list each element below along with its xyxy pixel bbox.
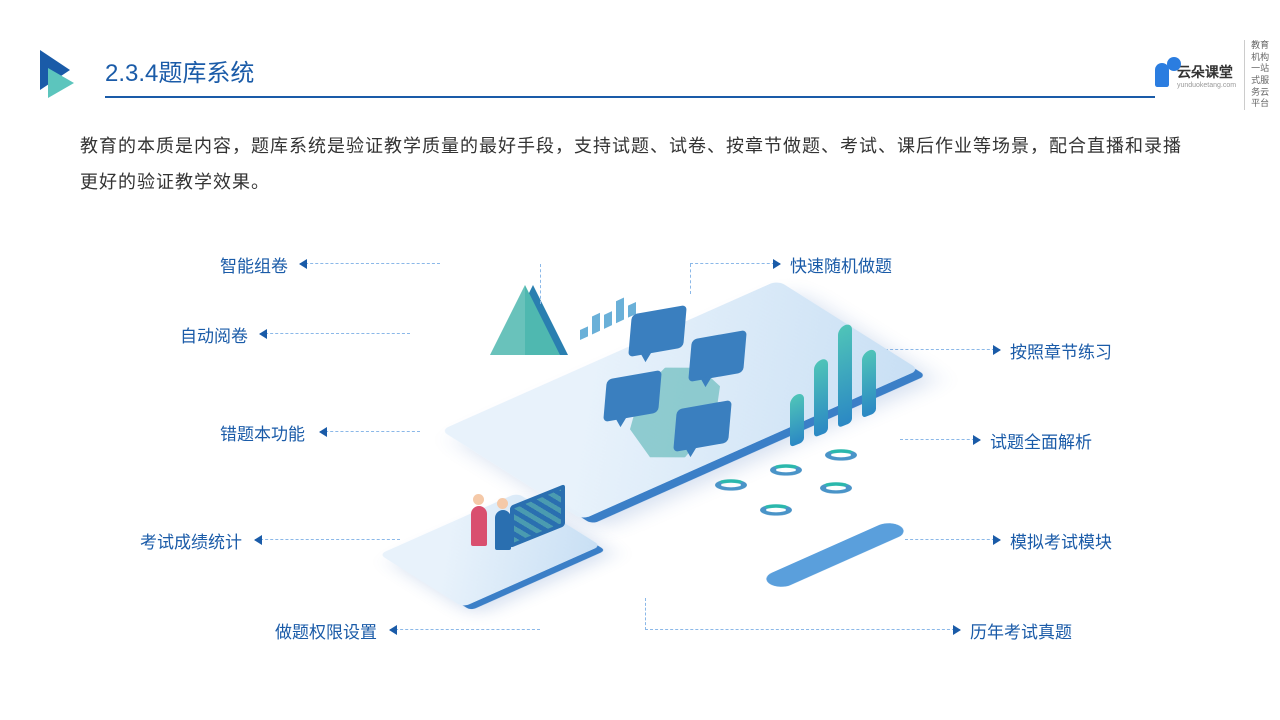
logo-sub-text: yunduoketang.com xyxy=(1177,82,1236,89)
donut-chart-icon xyxy=(715,479,747,490)
section-arrow-icon xyxy=(40,50,80,100)
connector-v xyxy=(540,264,541,304)
isometric-illustration xyxy=(380,250,920,650)
feature-label-left: 错题本功能 xyxy=(220,420,305,445)
feature-label-left: 自动阅卷 xyxy=(180,322,248,347)
feature-label-left: 智能组卷 xyxy=(220,252,288,277)
logo-main-text: 云朵课堂 xyxy=(1177,62,1236,82)
section-title-text: 题库系统 xyxy=(158,60,254,87)
cloud-icon xyxy=(1155,63,1169,87)
pill-shape xyxy=(760,520,910,590)
donut-chart-icon xyxy=(820,482,852,493)
feature-label-right: 历年考试真题 xyxy=(970,618,1072,643)
person-figure xyxy=(495,510,511,550)
connector-v xyxy=(690,264,691,294)
section-title: 2.3.4题库系统 xyxy=(105,53,1155,98)
person-figure xyxy=(471,506,487,546)
section-number: 2.3.4 xyxy=(105,60,158,87)
feature-label-right: 模拟考试模块 xyxy=(1010,528,1112,553)
feature-diagram: 智能组卷自动阅卷错题本功能考试成绩统计做题权限设置 快速随机做题按照章节练习试题… xyxy=(80,230,1200,690)
pyramid-icon xyxy=(490,285,560,355)
donut-chart-icon xyxy=(760,504,792,515)
donut-chart-icon xyxy=(825,449,857,460)
donut-chart-icon xyxy=(770,464,802,475)
logo-tagline: 教育机构一站 式服务云平台 xyxy=(1244,40,1276,110)
connector-v xyxy=(645,598,646,630)
connector-line xyxy=(255,539,400,540)
feature-label-left: 考试成绩统计 xyxy=(140,528,242,553)
people-figures xyxy=(465,488,535,560)
feature-label-left: 做题权限设置 xyxy=(275,618,377,643)
feature-label-right: 按照章节练习 xyxy=(1010,338,1112,363)
feature-label-right: 试题全面解析 xyxy=(990,428,1092,453)
mini-bar-chart xyxy=(580,292,636,340)
section-description: 教育的本质是内容，题库系统是验证教学质量的最好手段，支持试题、试卷、按章节做题、… xyxy=(80,128,1200,200)
brand-logo: 云朵课堂 yunduoketang.com 教育机构一站 式服务云平台 xyxy=(1155,40,1276,110)
